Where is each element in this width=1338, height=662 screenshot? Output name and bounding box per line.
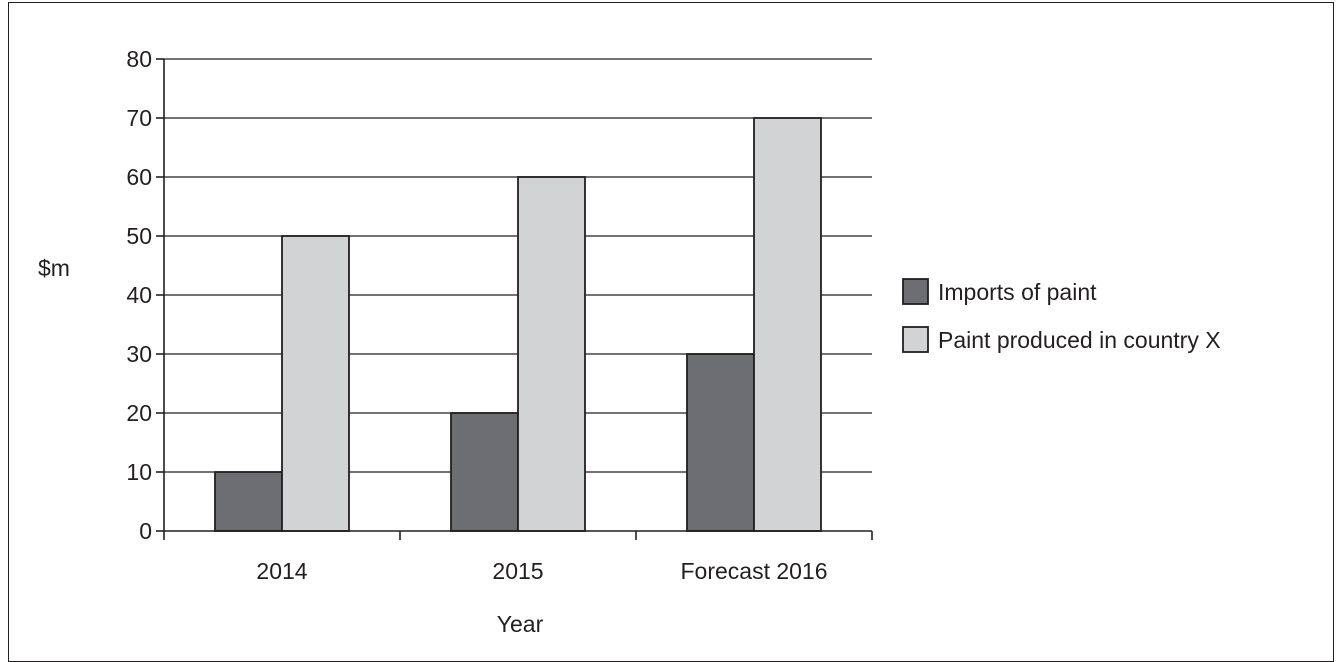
y-tick-label: 20 (126, 400, 152, 426)
x-axis-title: Year (497, 611, 544, 637)
legend-label: Paint produced in country X (938, 327, 1221, 353)
x-tick-label: Forecast 2016 (680, 558, 827, 584)
y-tick-label: 80 (126, 46, 152, 72)
legend-item: Paint produced in country X (902, 326, 1221, 353)
legend-swatch (902, 326, 929, 353)
bar (450, 412, 519, 532)
x-axis-ticks: 2014 2015 Forecast 2016 (163, 531, 873, 584)
y-tick-label: 50 (126, 223, 152, 249)
bar (686, 353, 755, 532)
y-tick-label: 0 (139, 518, 152, 544)
legend-label: Imports of paint (938, 279, 1097, 305)
y-tick-label: 40 (126, 282, 152, 308)
y-tick-label: 60 (126, 164, 152, 190)
bar (214, 471, 283, 532)
legend: Imports of paint Paint produced in countr… (902, 278, 1221, 353)
x-tick-label: 2015 (492, 558, 543, 584)
x-tick-label: 2014 (256, 558, 307, 584)
y-tick-label: 30 (126, 341, 152, 367)
bars (214, 117, 822, 532)
legend-swatch (902, 278, 929, 305)
y-axis-ticks: 0 10 20 30 40 50 60 70 80 (126, 46, 164, 544)
bar (281, 235, 350, 532)
legend-item: Imports of paint (902, 278, 1097, 305)
bar (517, 176, 586, 532)
y-tick-label: 70 (126, 105, 152, 131)
y-tick-label: 10 (126, 459, 152, 485)
y-axis-title: $m (38, 255, 70, 281)
bar (753, 117, 822, 532)
